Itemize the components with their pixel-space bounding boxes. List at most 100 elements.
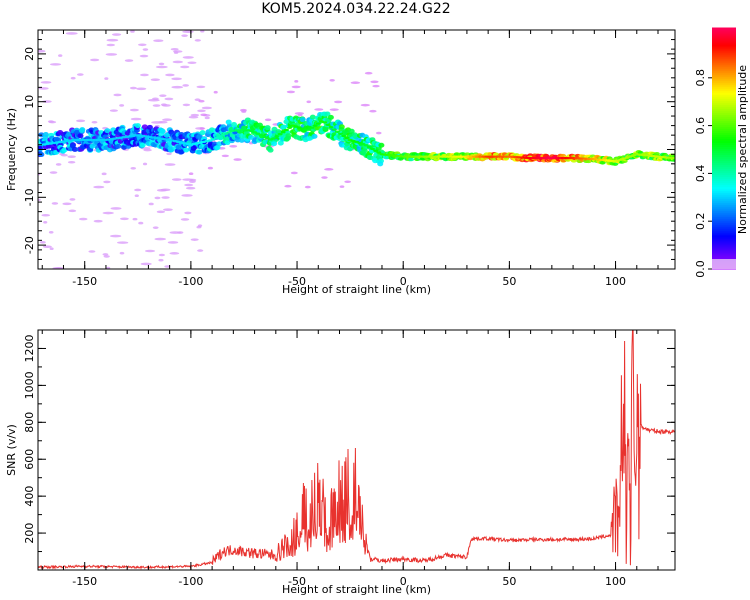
noise-cell [69,198,76,201]
noise-cell [78,217,88,221]
ridge-cell [264,125,271,131]
noise-cell [200,113,207,117]
ridge-cell [280,124,287,130]
noise-cell [169,252,180,255]
noise-cell [171,77,182,81]
noise-cell [190,113,200,117]
noise-cell [171,85,184,89]
noise-cell [173,51,179,54]
noise-cell [163,208,173,211]
noise-cell [182,178,194,181]
snr-series-line [38,330,675,570]
noise-cell [58,54,63,57]
ridge-cell [377,161,384,167]
noise-cell [138,221,144,225]
noise-cell [42,245,52,248]
noise-cell [102,253,109,256]
noise-cell [169,231,181,234]
ridge-cell [248,134,255,140]
noise-cell [306,100,312,104]
noise-cell [101,172,107,176]
noise-cell [180,65,190,69]
ridge-cell [361,148,368,154]
ridge-cell [271,141,278,147]
noise-cell [51,202,59,205]
ridge-cell [348,128,355,134]
noise-cell [189,180,196,183]
noise-cell [129,108,139,112]
y-tick-label: 1200 [23,334,36,362]
noise-cell [372,84,380,88]
noise-cell [190,238,199,241]
noise-cell [324,168,334,171]
noise-cell [188,172,194,176]
noise-cell [55,163,62,166]
noise-cell [329,79,335,82]
noise-cell [197,109,206,113]
noise-cell [196,85,206,89]
noise-cell [119,104,125,107]
noise-cell [142,48,149,51]
x-tick-label: -150 [72,575,97,588]
noise-cell [159,94,167,97]
noise-cell [197,249,204,252]
noise-cell [166,152,172,156]
noise-cell [152,104,161,107]
noise-cell [375,131,382,135]
noise-cell [49,247,54,251]
noise-cell [39,241,46,244]
noise-cell [142,162,148,166]
ridge-cell [79,127,86,133]
noise-cell [65,32,78,35]
ridge-cell [196,133,203,139]
ridge-cell [275,129,282,135]
ridge-cell [309,114,316,120]
noise-cell [109,234,122,238]
ridge-cell [146,124,153,130]
ridge-cell [183,147,190,153]
noise-cell [91,120,98,124]
noise-cell [140,262,152,266]
ridge-cell [159,128,166,134]
noise-cell [48,230,54,234]
noise-cell [130,117,142,121]
noise-cell [297,113,303,117]
noise-cell [197,224,203,227]
noise-cell [158,62,165,66]
noise-cell [185,186,196,190]
ridge-cell [77,133,84,139]
noise-cell [364,71,373,75]
noise-cell [213,90,218,94]
noise-cell [68,209,77,213]
noise-cell [120,217,129,221]
ridge-cell [139,142,146,148]
noise-cell [321,176,328,179]
noise-cell [102,211,114,215]
x-axis-label: Height of straight line (km) [282,583,431,596]
noise-cell [314,108,324,111]
noise-cell [38,49,46,53]
spectrogram-cells [38,30,675,269]
noise-cell [134,188,142,192]
noise-cell [162,118,173,122]
plot-frame [37,329,676,571]
noise-cell [188,115,199,119]
noise-cell [221,154,229,158]
noise-cell [229,144,238,148]
noise-cell [194,98,201,102]
y-tick-label: 600 [23,449,36,470]
ridge-cell [199,130,206,136]
noise-cell [103,255,110,258]
noise-cell [241,110,247,113]
noise-cell [152,226,159,229]
noise-cell [161,196,170,199]
noise-cell [194,39,201,42]
noise-cell [344,180,351,184]
noise-cell [334,100,343,104]
ridge-cell [311,133,318,139]
y-tick-label: 400 [23,486,36,507]
noise-cell [129,86,137,90]
ridge-cell [285,133,292,139]
x-tick-label: -100 [178,575,203,588]
ridge-cell [225,119,232,125]
